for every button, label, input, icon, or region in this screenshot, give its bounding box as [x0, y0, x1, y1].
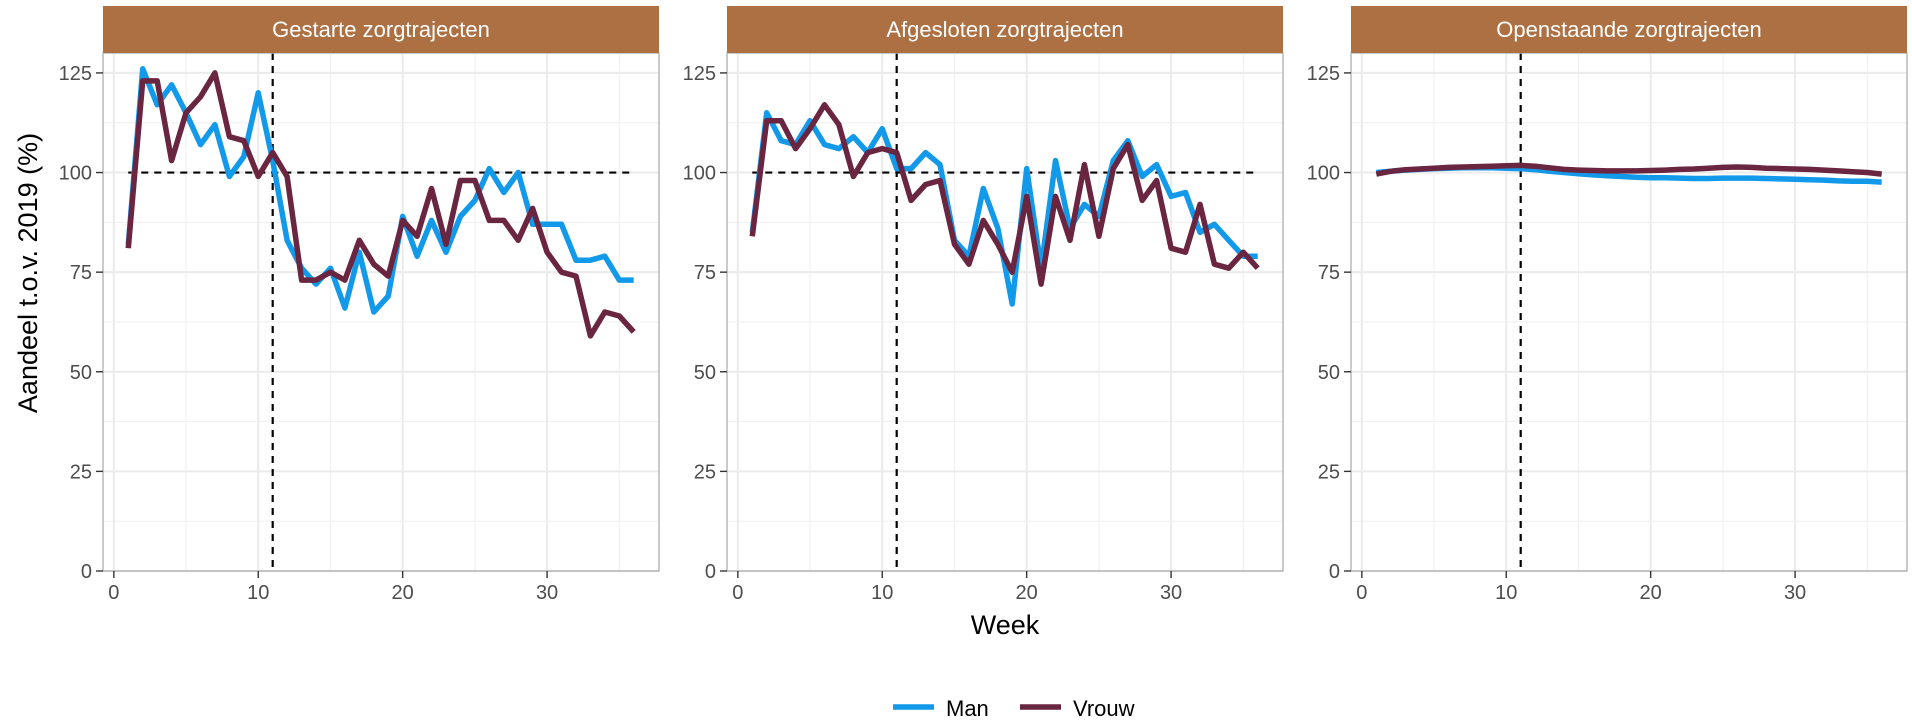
x-tick-label: 20 [1640, 582, 1662, 604]
y-axis-title: Aandeel t.o.v. 2019 (%) [13, 133, 43, 413]
y-tick-label: 100 [1307, 163, 1340, 185]
facet-strip-title: Afgesloten zorgtrajecten [886, 17, 1123, 42]
panel-1: Gestarte zorgtrajecten 0 25 50 75 100 125 0 10 20… [59, 6, 660, 604]
series-line-vrouw [749, 102, 1260, 287]
y-tick-label: 125 [1307, 63, 1340, 85]
x-tick-label: 10 [871, 582, 893, 604]
y-tick-label: 125 [59, 63, 92, 85]
facet-strip [103, 6, 659, 53]
x-tick-label: 20 [1016, 582, 1038, 604]
facet-strip-title: Openstaande zorgtrajecten [1496, 17, 1761, 42]
legend-label-man: Man [946, 696, 989, 721]
y-tick-label: 25 [70, 461, 92, 483]
y-tick-label: 50 [70, 362, 92, 384]
series-line-man [125, 66, 634, 315]
facet-strip-title: Gestarte zorgtrajecten [272, 17, 490, 42]
facet-strip [727, 6, 1283, 53]
y-tick-label: 75 [1318, 262, 1340, 284]
x-tick-label: 30 [536, 582, 558, 604]
panel-2: Afgesloten zorgtrajecten 0 25 50 75 100 125 0 10… [683, 6, 1284, 604]
x-tick-label: 30 [1784, 582, 1806, 604]
facet-strip [1351, 6, 1907, 53]
x-tick-label: 0 [108, 582, 119, 604]
y-tick-label: 75 [694, 262, 716, 284]
series-line-vrouw [1375, 162, 1883, 177]
x-axis-title: Week [971, 610, 1040, 640]
x-tick-label: 20 [392, 582, 414, 604]
y-tick-label: 50 [1318, 362, 1340, 384]
series-line-man [749, 110, 1258, 307]
legend-label-vrouw: Vrouw [1073, 696, 1135, 721]
y-tick-label: 0 [81, 561, 92, 583]
y-tick-label: 100 [59, 163, 92, 185]
y-tick-label: 125 [683, 63, 716, 85]
y-tick-label: 25 [1318, 461, 1340, 483]
x-tick-label: 10 [247, 582, 269, 604]
y-tick-label: 100 [683, 163, 716, 185]
y-tick-label: 0 [1329, 561, 1340, 583]
x-tick-label: 0 [1356, 582, 1367, 604]
y-tick-label: 50 [694, 362, 716, 384]
y-tick-label: 75 [70, 262, 92, 284]
panel-3: Openstaande zorgtrajecten 0 25 50 75 100 125 0 1… [1307, 6, 1908, 604]
legend: Man Vrouw [893, 696, 1135, 721]
y-tick-label: 25 [694, 461, 716, 483]
x-tick-label: 10 [1495, 582, 1517, 604]
x-tick-label: 0 [732, 582, 743, 604]
series-line-vrouw [125, 70, 636, 339]
panel-background [1351, 53, 1907, 571]
y-tick-label: 0 [705, 561, 716, 583]
x-tick-label: 30 [1160, 582, 1182, 604]
